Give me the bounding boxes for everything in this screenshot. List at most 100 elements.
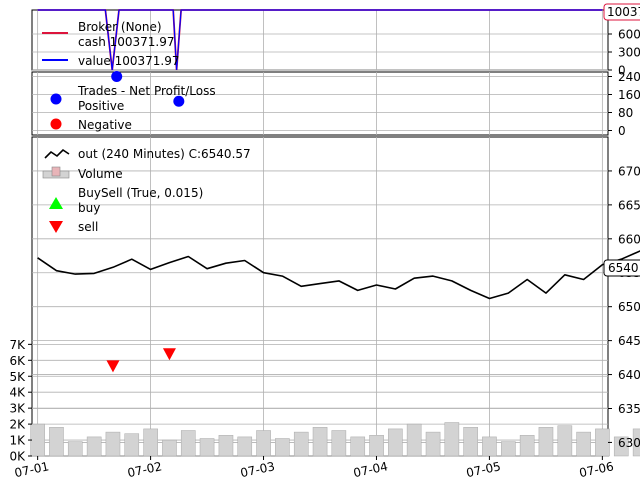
- price-panel: out (240 Minutes) C:6540.57 Volume BuySe…: [9, 136, 640, 480]
- volume-bar: [519, 435, 535, 457]
- volume-bar: [613, 436, 629, 457]
- volume-bar: [388, 428, 403, 457]
- trades-ytick-label: 0: [618, 124, 626, 138]
- date-tick-label: 07-01: [13, 459, 50, 480]
- broker-tag-box: [603, 3, 640, 21]
- volume-ytick-label: 6K: [9, 354, 26, 368]
- close-legend-swatch: [44, 148, 70, 159]
- volume-bar: [218, 435, 234, 457]
- buysell-legend-title: BuySell (True, 0.015): [78, 186, 203, 200]
- volume-ytick-label: 5K: [9, 370, 26, 384]
- price-legend: out (240 Minutes) C:6540.57 Volume BuySe…: [42, 147, 251, 234]
- positive-legend-marker: [50, 93, 62, 105]
- close-legend-label: out (240 Minutes) C:6540.57: [78, 147, 251, 161]
- volume-ytick-label: 2K: [9, 418, 26, 432]
- close-line: [37, 250, 640, 300]
- date-tick-label: 07-02: [126, 459, 163, 480]
- broker-y-axis: 600 300 0: [608, 28, 640, 78]
- date-tick-label: 07-03: [239, 459, 276, 480]
- broker-grid: [32, 10, 608, 71]
- price-ytick-label: 6300: [618, 436, 640, 450]
- volume-bar: [331, 430, 347, 457]
- sell-marker: [106, 360, 120, 373]
- trades-ytick-label: 160: [618, 88, 640, 102]
- volume-y-axis: 7K 6K 5K 4K 3K 2K 1K 0K: [9, 338, 32, 464]
- volume-bar: [444, 422, 460, 457]
- trades-panel: Trades - Net Profit/Loss Positive Negati…: [31, 70, 640, 138]
- price-y-axis: 670066506600655065006450640063506300: [608, 164, 640, 450]
- volume-bar: [49, 427, 64, 457]
- sell-marker: [162, 348, 176, 361]
- volume-ytick-label: 1K: [9, 434, 26, 448]
- negative-legend-label: Negative: [78, 118, 132, 132]
- volume-bar: [595, 428, 610, 457]
- close-tag-box: [603, 259, 640, 277]
- broker-ytick-label: 0: [618, 64, 626, 78]
- date-tick-label: 07-05: [465, 459, 502, 480]
- volume-bar: [256, 430, 271, 457]
- trades-axes-frame: [31, 71, 609, 136]
- trades-ytick-label: 80: [618, 106, 633, 120]
- volume-bar: [86, 436, 102, 457]
- negative-legend-marker: [50, 118, 62, 130]
- broker-axes-frame: [31, 9, 609, 71]
- trades-grid: [32, 72, 608, 135]
- volume-bar: [538, 427, 554, 457]
- broker-tag-text: 10037: [607, 5, 640, 19]
- broker-series: [37, 9, 603, 71]
- date-x-axis: 07-01 07-02 07-03 07-04 07-05 07-06: [13, 456, 615, 480]
- cash-legend-title: Broker (None): [78, 20, 162, 34]
- trades-legend-title: Trades - Net Profit/Loss: [77, 84, 216, 98]
- volume-bar: [406, 423, 422, 457]
- trade-point-positive: [111, 71, 123, 82]
- value-legend-label: value 100371.97: [78, 54, 179, 68]
- volume-bar: [180, 430, 196, 457]
- cash-legend-label: cash 100371.97: [78, 35, 175, 49]
- volume-bar: [350, 436, 366, 457]
- price-ytick-label: 6700: [618, 164, 640, 178]
- close-tag-text: 6540: [608, 261, 639, 275]
- price-ytick-label: 6400: [618, 368, 640, 382]
- volume-bar: [425, 431, 441, 457]
- volume-ytick-label: 7K: [9, 338, 26, 352]
- volume-bar: [237, 436, 253, 457]
- volume-bar: [124, 433, 140, 457]
- volume-ytick-label: 0K: [9, 450, 26, 464]
- date-tick-label: 07-06: [578, 459, 615, 480]
- volume-bar: [557, 425, 573, 457]
- price-axes-frame: [31, 136, 609, 457]
- volume-bar: [369, 435, 384, 457]
- price-ytick-label: 6450: [618, 334, 640, 348]
- trades-points: [111, 71, 185, 107]
- buy-legend-label: buy: [78, 201, 100, 215]
- volume-bar: [576, 431, 591, 457]
- trades-legend: Trades - Net Profit/Loss Positive Negati…: [50, 84, 216, 132]
- sell-legend-marker: [49, 221, 63, 233]
- volume-bar: [293, 431, 309, 457]
- broker-ytick-label: 600: [618, 28, 640, 42]
- trades-y-axis: 240 160 80 0: [608, 70, 640, 138]
- volume-bar: [199, 438, 215, 457]
- trade-point-positive: [173, 95, 185, 107]
- volume-bar: [105, 431, 121, 457]
- volume-legend-swatch-top: [51, 166, 61, 177]
- volume-bar: [501, 441, 516, 457]
- price-ytick-label: 6600: [618, 232, 640, 246]
- broker-ytick-label: 300: [618, 46, 640, 60]
- broker-panel: Broker (None) cash 100371.97 value 10037…: [31, 3, 640, 78]
- sell-markers: [106, 348, 176, 373]
- close-value-tag: 6540: [603, 259, 640, 277]
- broker-legend: Broker (None) cash 100371.97 value 10037…: [42, 20, 179, 68]
- buy-legend-marker: [49, 197, 63, 209]
- close-series-line: [37, 250, 640, 300]
- volume-bar: [482, 436, 497, 457]
- volume-ytick-label: 3K: [9, 402, 26, 416]
- volume-bar: [312, 427, 328, 457]
- volume-bar: [275, 438, 290, 457]
- volume-legend-label: Volume: [78, 167, 123, 181]
- positive-legend-label: Positive: [78, 99, 124, 113]
- sell-legend-label: sell: [78, 220, 98, 234]
- broker-value-tag: 10037: [603, 3, 640, 21]
- volume-bar: [67, 441, 83, 457]
